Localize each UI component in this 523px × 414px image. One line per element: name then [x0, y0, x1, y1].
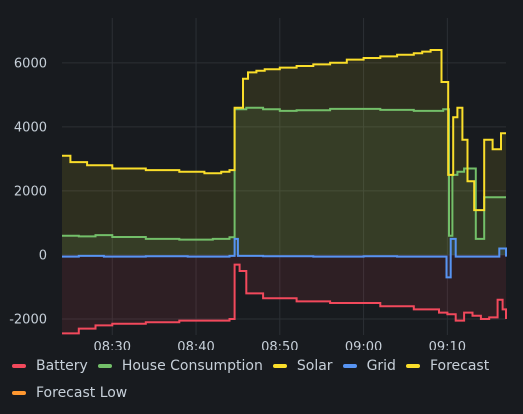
y-tick-label: 6000: [14, 56, 47, 71]
series-fill-house-consumption: [62, 107, 506, 255]
legend-label-forecast-low: Forecast Low: [36, 384, 128, 401]
legend-swatch-house-consumption: [97, 363, 112, 368]
legend-swatch-forecast: [405, 363, 420, 368]
x-tick-label: 08:40: [177, 340, 214, 350]
series-fills: [62, 50, 506, 334]
series-lines: [62, 49, 507, 335]
y-tick-label: -2000: [9, 312, 47, 327]
series-line-house-consumption[interactable]: [62, 106, 506, 241]
series-fill-solar: [62, 50, 506, 255]
legend-swatch-battery: [12, 363, 26, 368]
legend-item-forecast[interactable]: Forecast: [405, 355, 490, 376]
x-tick-label: 08:50: [261, 340, 298, 350]
legend-item-house-consumption[interactable]: House Consumption: [97, 355, 263, 376]
series-line-battery[interactable]: [62, 263, 507, 335]
x-axis-tick-labels: 08:30 08:40 08:50 09:00 09:10: [94, 340, 467, 350]
legend-label-solar: Solar: [296, 357, 333, 374]
legend-item-forecast-low[interactable]: Forecast Low: [12, 382, 127, 403]
legend-label-battery: Battery: [36, 357, 88, 374]
legend-item-battery[interactable]: Battery: [12, 355, 88, 376]
legend-label-forecast: Forecast: [429, 357, 490, 374]
legend-swatch-grid: [342, 363, 357, 368]
y-tick-label: 0: [39, 248, 47, 263]
legend-item-grid[interactable]: Grid: [342, 355, 396, 376]
legend-swatch-forecast-low: [12, 390, 26, 395]
y-axis-tick-labels: 6000 4000 2000 0 -2000: [9, 56, 47, 327]
x-tick-label: 09:00: [345, 340, 382, 350]
x-tick-label: 08:30: [94, 340, 131, 350]
chart-legend: Battery House Consumption Solar Grid For…: [12, 355, 517, 403]
y-tick-label: 4000: [14, 120, 47, 135]
series-line-solar[interactable]: [62, 49, 506, 212]
legend-label-house-consumption: House Consumption: [121, 357, 263, 374]
series-line-grid[interactable]: [62, 237, 507, 279]
legend-swatch-solar: [272, 363, 287, 368]
legend-item-solar[interactable]: Solar: [272, 355, 333, 376]
x-tick-label: 09:10: [429, 340, 466, 350]
y-tick-label: 2000: [14, 184, 47, 199]
grid-lines: [62, 18, 506, 335]
legend-label-grid: Grid: [366, 357, 396, 374]
series-fill-battery: [62, 254, 506, 334]
